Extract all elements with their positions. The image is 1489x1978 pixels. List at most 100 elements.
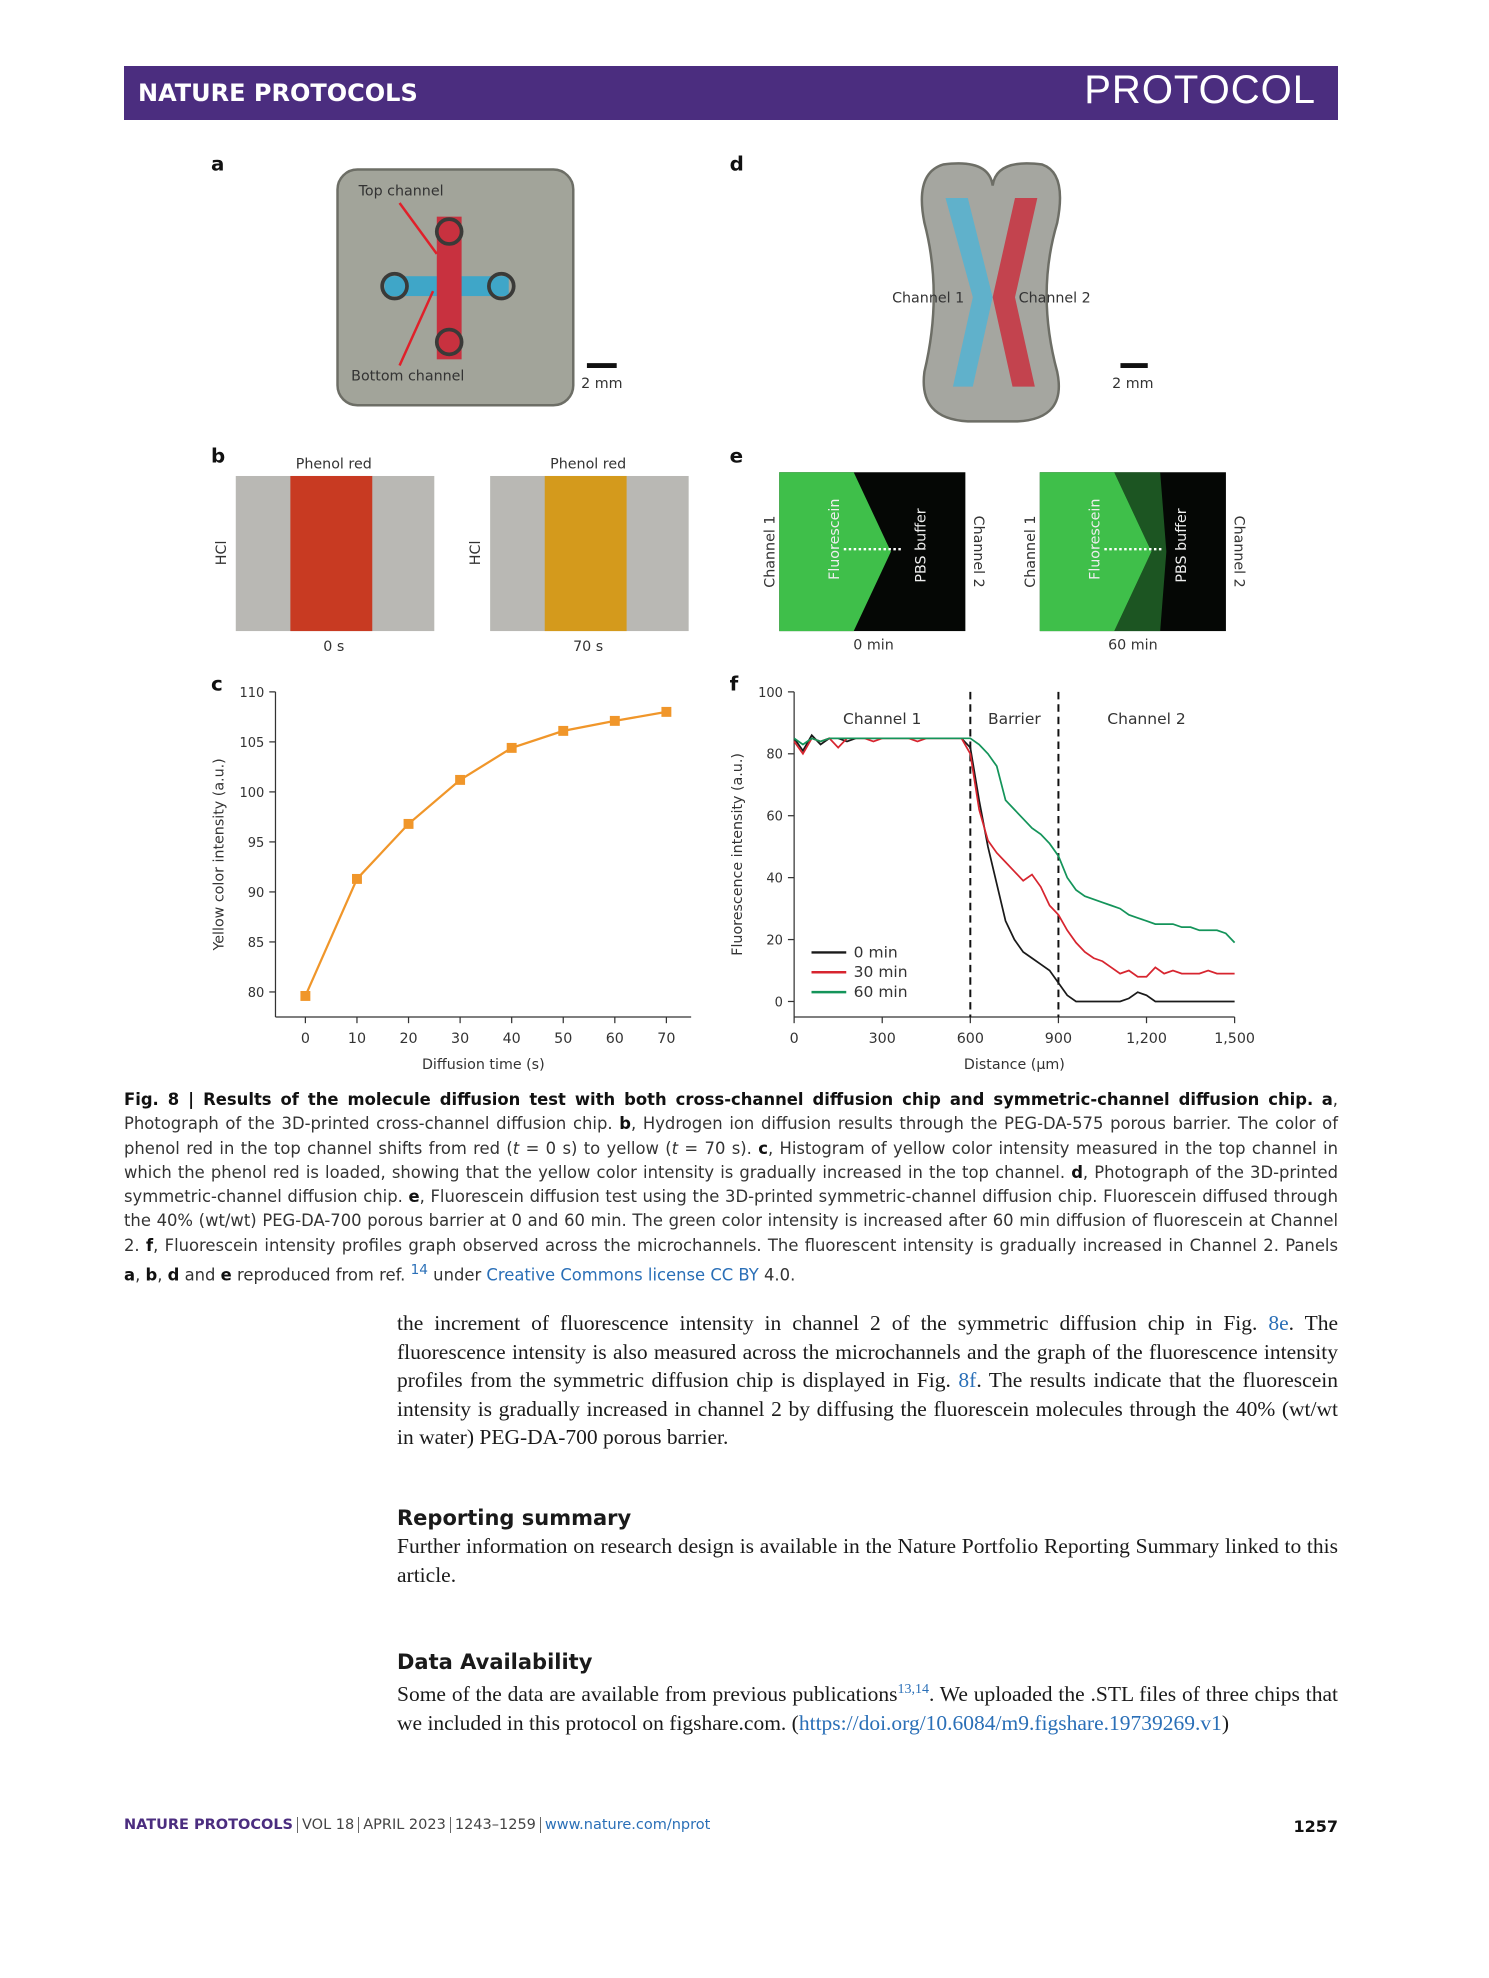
label: Channel 1 bbox=[892, 290, 964, 306]
caption-text: , bbox=[157, 1265, 168, 1285]
footer: NATURE PROTOCOLS VOL 18 APRIL 2023 1243–125… bbox=[124, 1817, 1338, 1836]
label: Phenol red bbox=[296, 457, 372, 473]
text: . We uploaded the .STL files of three ch… bbox=[397, 1682, 1338, 1735]
panel-ref: f bbox=[145, 1235, 154, 1255]
text: the increment of fluorescence intensity … bbox=[397, 1311, 1269, 1335]
caption-text: , Fluorescein intensity profiles graph o… bbox=[153, 1235, 1338, 1255]
citation[interactable]: 14 bbox=[410, 1262, 428, 1279]
green-region bbox=[1039, 472, 1152, 632]
y-axis-label: Fluorescence intensity (a.u.) bbox=[730, 753, 746, 956]
footer-journal: NATURE PROTOCOLS bbox=[124, 1817, 294, 1833]
caption-text: = 0 s) to yellow ( bbox=[519, 1138, 672, 1158]
footer-pages: 1243–1259 bbox=[449, 1817, 536, 1833]
panel-ref: e bbox=[220, 1265, 232, 1285]
x-tick-label: 1,500 bbox=[1214, 1031, 1255, 1047]
x-tick-label: 40 bbox=[503, 1031, 521, 1047]
caption-text: and bbox=[179, 1265, 221, 1285]
data-point bbox=[455, 774, 466, 785]
panel-label: f bbox=[730, 673, 739, 696]
green-region bbox=[779, 472, 891, 632]
y-tick-label: 20 bbox=[766, 934, 783, 949]
label: Channel 2 bbox=[970, 516, 986, 588]
data-line bbox=[304, 710, 667, 997]
citation[interactable]: 13,14 bbox=[897, 1682, 929, 1697]
panel-label: e bbox=[730, 444, 743, 467]
data-point bbox=[506, 742, 517, 753]
legend-label: 60 min bbox=[854, 983, 908, 1001]
y-tick-label: 95 bbox=[248, 836, 265, 851]
x-tick-label: 70 bbox=[657, 1031, 675, 1047]
footer-url[interactable]: www.nature.com/nprot bbox=[539, 1817, 711, 1833]
region-label: Channel 2 bbox=[1107, 710, 1185, 728]
caption-text: , Fluorescein diffusion test using the 3… bbox=[124, 1187, 1338, 1255]
label: Channel 2 bbox=[1019, 290, 1091, 306]
label: 0 min bbox=[853, 638, 893, 654]
y-tick-label: 80 bbox=[248, 986, 265, 1001]
red-band bbox=[290, 475, 373, 632]
y-tick-label: 105 bbox=[239, 736, 264, 751]
y-tick-label: 40 bbox=[766, 872, 783, 887]
scale-label: 2 mm bbox=[581, 376, 622, 392]
y-tick-label: 80 bbox=[766, 748, 783, 763]
label: PBS buffer bbox=[1174, 508, 1190, 582]
footer-date: APRIL 2023 bbox=[358, 1817, 446, 1833]
data-point bbox=[403, 818, 414, 829]
panel-ref: d bbox=[167, 1265, 180, 1285]
caption-text: under bbox=[427, 1265, 487, 1285]
footer-volume: VOL 18 bbox=[297, 1817, 355, 1833]
data-point bbox=[300, 990, 311, 1001]
y-tick-label: 100 bbox=[758, 686, 783, 701]
panel-ref: a bbox=[124, 1265, 136, 1285]
x-tick-label: 30 bbox=[451, 1031, 469, 1047]
panel-ref: e bbox=[408, 1187, 420, 1207]
x-tick-label: 0 bbox=[790, 1031, 799, 1047]
article-type: PROTOCOL bbox=[1084, 68, 1316, 112]
diffused-region bbox=[1114, 472, 1167, 632]
section-heading: Reporting summary bbox=[397, 1506, 632, 1530]
data-point bbox=[558, 725, 569, 736]
x-tick-label: 900 bbox=[1045, 1031, 1072, 1047]
y-tick-label: 110 bbox=[239, 686, 264, 701]
caption-title: Fig. 8 | Results of the molecule diffusi… bbox=[124, 1090, 1314, 1109]
y-tick-label: 100 bbox=[239, 786, 264, 801]
channel-1 bbox=[945, 198, 993, 387]
label: 0 s bbox=[323, 639, 344, 655]
x-tick-label: 10 bbox=[348, 1031, 366, 1047]
legend-label: 30 min bbox=[854, 963, 908, 981]
x-tick-label: 60 bbox=[606, 1031, 624, 1047]
region-label: Channel 1 bbox=[843, 710, 921, 728]
x-axis-label: Distance (μm) bbox=[964, 1057, 1065, 1073]
arrows bbox=[398, 202, 438, 367]
panel-label: b bbox=[211, 444, 225, 467]
section-text: Further information on research design i… bbox=[397, 1534, 1338, 1587]
figure-link[interactable]: 8e bbox=[1268, 1311, 1289, 1335]
x-tick-label: 300 bbox=[869, 1031, 896, 1047]
x-tick-label: 20 bbox=[399, 1031, 417, 1047]
figure-link[interactable]: 8f bbox=[958, 1368, 977, 1393]
body-paragraph: the increment of fluorescence intensity … bbox=[397, 1309, 1338, 1452]
label: Bottom channel bbox=[351, 368, 464, 384]
caption-text: , Histogram of yellow color intensity me… bbox=[124, 1138, 1339, 1182]
label: 60 min bbox=[1108, 638, 1158, 654]
data-point bbox=[609, 715, 620, 726]
label: PBS buffer bbox=[914, 508, 930, 582]
caption-text: , Photograph of the 3D-printed symmetric… bbox=[124, 1162, 1338, 1207]
license-link[interactable]: Creative Commons license CC BY bbox=[486, 1265, 759, 1285]
text: ) bbox=[1221, 1710, 1230, 1735]
section-text: Some of the data are available from prev… bbox=[397, 1676, 1338, 1737]
panel-label: a bbox=[211, 153, 224, 176]
section: Reporting summary Further information on… bbox=[397, 1506, 1338, 1589]
doi-link[interactable]: https://doi.org/10.6084/m9.figshare.1973… bbox=[798, 1710, 1222, 1735]
data-line bbox=[793, 737, 1236, 944]
label: Fluorescein bbox=[827, 499, 843, 580]
y-axis-label: Yellow color intensity (a.u.) bbox=[211, 758, 227, 951]
figure: a Top channel Bottom channel 2 mm d Chan… bbox=[211, 153, 1255, 1073]
label: Top channel bbox=[358, 184, 444, 200]
x-tick-label: 50 bbox=[554, 1031, 572, 1047]
section: Data Availability Some of the data are a… bbox=[397, 1650, 1338, 1737]
text: . The fluorescence intensity is also mea… bbox=[397, 1311, 1339, 1393]
yellow-band bbox=[544, 475, 627, 632]
region-label: Barrier bbox=[988, 710, 1041, 728]
channel-2 bbox=[992, 198, 1038, 387]
label: HCl bbox=[214, 541, 230, 566]
